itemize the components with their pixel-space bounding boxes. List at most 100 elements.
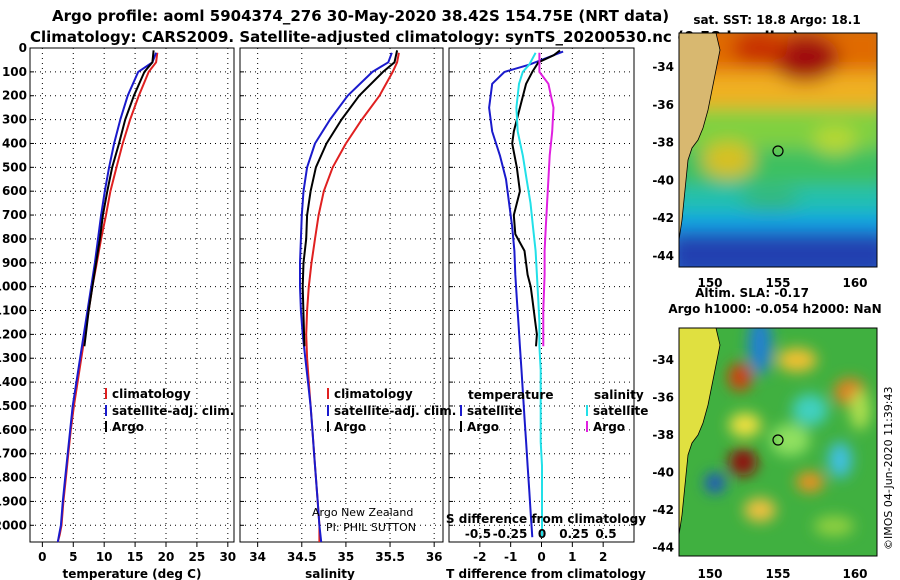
depth-tick-label: 800 <box>2 232 27 246</box>
depth-tick-label: 1900 <box>0 494 27 508</box>
lon-tick-label: 160 <box>842 276 867 290</box>
series-line-temperature-argo <box>511 49 561 347</box>
lat-tick-label: -34 <box>652 353 674 367</box>
legend-temperature-heading: temperature <box>468 388 553 402</box>
x-tick-label: -2 <box>473 550 486 564</box>
legend-climatology-label: climatology <box>334 387 413 401</box>
legend-satellite-label: satellite-adj. clim. <box>112 404 234 418</box>
lon-tick-label: 150 <box>697 567 722 580</box>
s-tick-label: 0.5 <box>595 527 616 541</box>
sst-map-title: sat. SST: 18.8 Argo: 18.1 <box>693 13 860 27</box>
temperature-legend: climatology satellite-adj. clim. Argo <box>105 387 234 434</box>
sst-map <box>679 33 877 267</box>
legend-s-argo-label: Argo <box>593 420 625 434</box>
lat-tick-label: -36 <box>652 391 674 405</box>
x-tick-label: 0 <box>537 550 545 564</box>
depth-tick-label: 1700 <box>0 447 27 461</box>
depth-tick-label: 400 <box>2 136 27 150</box>
copyright-text: ©IMOS 04-Jun-2020 11:39:43 <box>882 386 895 550</box>
x-tick-label: 10 <box>96 550 113 564</box>
x-tick-label: 15 <box>127 550 144 564</box>
depth-tick-label: 1000 <box>0 280 27 294</box>
lat-tick-label: -38 <box>652 136 674 150</box>
x-tick-label: 34 <box>249 550 266 564</box>
float-position-marker <box>772 434 784 446</box>
depth-tick-label: 1300 <box>0 351 27 365</box>
salinity-panel-frame <box>239 47 444 543</box>
legend-t-satellite-label: satellite <box>467 404 522 418</box>
x-tick-label: 2 <box>599 550 607 564</box>
sla-map-title: Argo h1000: -0.054 h2000: NaN <box>668 302 881 316</box>
series-line-salinity-argo <box>538 52 555 347</box>
depth-tick-label: 0 <box>19 41 27 55</box>
lat-tick-label: -40 <box>652 466 674 480</box>
x-tick-label: 25 <box>189 550 206 564</box>
depth-tick-label: 1500 <box>0 399 27 413</box>
sla-map-label: Altim. SLA: -0.17 <box>695 286 809 300</box>
x-tick-label: -1 <box>504 550 517 564</box>
legend-argo-label: Argo <box>112 420 144 434</box>
pi-text: PI: PHIL SUTTON <box>326 521 416 534</box>
float-position-marker <box>772 145 784 157</box>
float-owner-text: Argo New Zealand <box>312 506 413 519</box>
s-tick-label: -0.25 <box>493 527 528 541</box>
series-line-salinity-satellite <box>515 52 543 538</box>
title-line-2: Climatology: CARS2009. Satellite-adjuste… <box>30 28 800 46</box>
legend-climatology-label: climatology <box>112 387 191 401</box>
legend-t-argo-label: Argo <box>467 420 499 434</box>
x-tick-label: 5 <box>69 550 77 564</box>
depth-tick-label: 700 <box>2 208 27 222</box>
lat-tick-label: -44 <box>652 541 674 555</box>
difference-legend: temperature salinity satellite Argo sate… <box>460 388 648 434</box>
lon-tick-label: 160 <box>842 567 867 580</box>
depth-tick-label: 1400 <box>0 375 27 389</box>
x-tick-label: 35.5 <box>375 550 405 564</box>
lon-tick-label: 150 <box>697 276 722 290</box>
lon-tick-label: 155 <box>765 276 790 290</box>
depth-tick-label: 1600 <box>0 423 27 437</box>
depth-tick-label: 200 <box>2 89 27 103</box>
depth-tick-label: 500 <box>2 160 27 174</box>
lat-tick-label: -42 <box>652 211 674 225</box>
legend-salinity-heading: salinity <box>594 388 644 402</box>
temperature-axis-label: temperature (deg C) <box>63 567 202 580</box>
salinity-axis-label: salinity <box>305 567 355 580</box>
s-tick-label: 0.25 <box>559 527 589 541</box>
x-tick-label: 0 <box>38 550 46 564</box>
depth-tick-label: 900 <box>2 256 27 270</box>
sla-map <box>679 328 877 556</box>
depth-tick-label: 1800 <box>0 471 27 485</box>
series-line-argo <box>83 50 155 347</box>
lat-tick-label: -40 <box>652 173 674 187</box>
lat-tick-label: -38 <box>652 428 674 442</box>
s-difference-axis-label: S difference from climatology <box>446 512 646 526</box>
series-line-satellite-adj-clim- <box>299 52 393 543</box>
series-line-temperature-satellite <box>488 50 564 538</box>
lon-tick-label: 155 <box>765 567 790 580</box>
title-line-1: Argo profile: aoml 5904374_276 30-May-20… <box>52 7 670 25</box>
depth-tick-label: 100 <box>2 65 27 79</box>
x-tick-label: 1 <box>568 550 576 564</box>
lat-tick-label: -34 <box>652 60 674 74</box>
series-line-argo <box>301 50 399 347</box>
depth-tick-label: 300 <box>2 113 27 127</box>
legend-argo-label: Argo <box>334 420 366 434</box>
x-tick-label: 35 <box>338 550 355 564</box>
s-tick-label: -0.5 <box>465 527 491 541</box>
legend-s-satellite-label: satellite <box>593 404 648 418</box>
s-tick-label: 0 <box>538 527 546 541</box>
lat-tick-label: -36 <box>652 98 674 112</box>
x-tick-label: 36 <box>426 550 443 564</box>
x-tick-label: 20 <box>158 550 175 564</box>
depth-tick-label: 2000 <box>0 518 27 532</box>
lat-tick-label: -42 <box>652 503 674 517</box>
depth-tick-label: 1100 <box>0 304 27 318</box>
depth-tick-label: 1200 <box>0 327 27 341</box>
temperature-panel-frame <box>29 47 235 543</box>
lat-tick-label: -44 <box>652 249 674 263</box>
difference-axis-label: T difference from climatology <box>446 567 646 580</box>
x-tick-label: 30 <box>219 550 236 564</box>
legend-satellite-label: satellite-adj. clim. <box>334 404 456 418</box>
depth-tick-label: 600 <box>2 184 27 198</box>
